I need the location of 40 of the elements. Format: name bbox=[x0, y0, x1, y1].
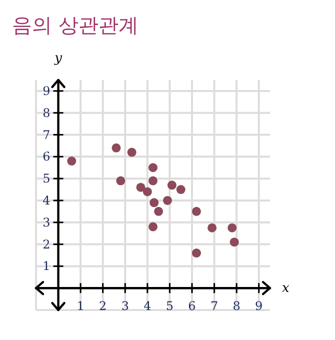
point bbox=[142, 187, 152, 196]
point bbox=[228, 223, 237, 232]
y-tick-label: 1 bbox=[42, 259, 50, 274]
x-tick-label: 8 bbox=[232, 299, 240, 314]
y-tick-label: 5 bbox=[42, 172, 50, 186]
point bbox=[176, 185, 186, 194]
point bbox=[148, 176, 158, 186]
x-tick-label: 7 bbox=[210, 299, 218, 314]
point bbox=[192, 248, 201, 258]
point bbox=[136, 182, 146, 192]
x-tick-label: 1 bbox=[76, 299, 84, 314]
point bbox=[208, 223, 217, 232]
x-tick-label: 4 bbox=[144, 299, 152, 314]
point bbox=[112, 143, 121, 152]
point bbox=[148, 222, 158, 232]
x-tick-label: 5 bbox=[166, 299, 174, 314]
y-tick-label: 4 bbox=[42, 193, 51, 208]
point bbox=[150, 198, 159, 208]
y-tick-label: 7 bbox=[42, 128, 50, 142]
x-tick-label: 6 bbox=[188, 299, 196, 314]
point bbox=[67, 156, 76, 166]
y-tick-label: 3 bbox=[42, 215, 50, 230]
y-tick-label: 2 bbox=[42, 237, 50, 252]
y-tick-label: 8 bbox=[42, 106, 50, 120]
x-tick-label: 3 bbox=[121, 299, 129, 314]
point bbox=[154, 206, 164, 216]
y-tick-label: 9 bbox=[42, 84, 50, 98]
point bbox=[192, 206, 201, 216]
point bbox=[230, 238, 239, 247]
y-axis-title: y bbox=[54, 51, 63, 66]
y-tick-label: 6 bbox=[42, 150, 50, 164]
x-axis-title: x bbox=[282, 281, 290, 296]
x-tick-label: 2 bbox=[99, 299, 107, 314]
point bbox=[148, 163, 158, 172]
point bbox=[116, 176, 126, 186]
chart-title: 음의 상관관계 bbox=[12, 13, 138, 37]
point bbox=[162, 196, 172, 205]
x-tick-label: 9 bbox=[255, 299, 263, 314]
point bbox=[167, 180, 176, 190]
point bbox=[127, 148, 136, 157]
